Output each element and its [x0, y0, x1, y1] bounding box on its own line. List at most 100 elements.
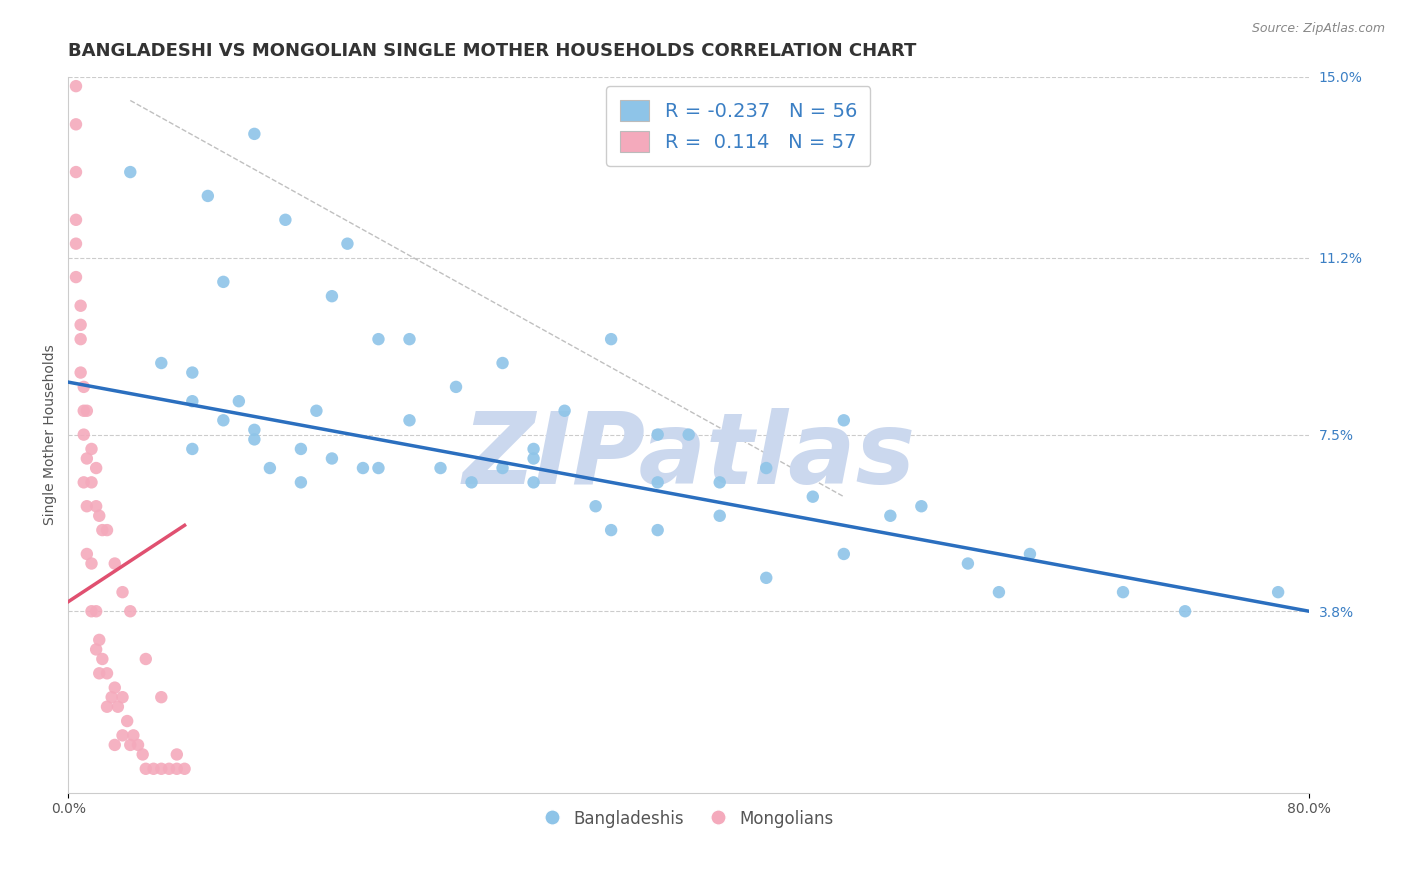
Point [173, 762, 195, 776]
Point [100, 690, 122, 705]
Point [181, 366, 204, 380]
Text: Source: ZipAtlas.com: Source: ZipAtlas.com [1251, 22, 1385, 36]
Point [80, 442, 103, 456]
Point [987, 585, 1010, 599]
Point [274, 212, 297, 227]
Point [69, 318, 91, 332]
Point [65, 79, 87, 94]
Point [1267, 585, 1289, 599]
Point [76, 500, 98, 514]
Point [142, 762, 165, 776]
Point [96, 523, 118, 537]
Point [460, 475, 482, 490]
Point [135, 762, 157, 776]
Point [135, 652, 157, 666]
Point [290, 442, 312, 456]
Point [336, 236, 359, 251]
Point [956, 557, 979, 571]
Point [585, 500, 607, 514]
Point [65, 236, 87, 251]
Point [69, 332, 91, 346]
Point [122, 728, 145, 742]
Point [429, 461, 451, 475]
Point [398, 413, 420, 427]
Point [84, 604, 107, 618]
Point [367, 461, 389, 475]
Point [69, 299, 91, 313]
Point [600, 332, 623, 346]
Point [1112, 585, 1135, 599]
Point [120, 604, 142, 618]
Point [647, 427, 669, 442]
Point [84, 500, 107, 514]
Point [69, 366, 91, 380]
Point [157, 762, 180, 776]
Point [104, 681, 127, 695]
Point [212, 275, 235, 289]
Point [150, 762, 173, 776]
Point [84, 642, 107, 657]
Point [150, 356, 173, 370]
Point [879, 508, 901, 523]
Point [181, 442, 204, 456]
Point [321, 289, 343, 303]
Point [398, 332, 420, 346]
Point [647, 475, 669, 490]
Point [65, 165, 87, 179]
Point [76, 547, 98, 561]
Point [96, 666, 118, 681]
Point [89, 632, 111, 647]
Point [80, 604, 103, 618]
Point [84, 461, 107, 475]
Point [491, 461, 513, 475]
Point [65, 117, 87, 131]
Point [65, 270, 87, 285]
Point [91, 523, 114, 537]
Point [104, 557, 127, 571]
Point [755, 571, 778, 585]
Point [115, 714, 138, 728]
Point [107, 699, 129, 714]
Point [259, 461, 281, 475]
Point [212, 413, 235, 427]
Y-axis label: Single Mother Households: Single Mother Households [44, 344, 58, 525]
Text: ZIPatlas: ZIPatlas [463, 408, 915, 505]
Point [73, 380, 96, 394]
Point [709, 475, 731, 490]
Point [73, 427, 96, 442]
Point [678, 427, 700, 442]
Point [166, 747, 188, 762]
Point [801, 490, 824, 504]
Point [755, 461, 778, 475]
Point [111, 690, 134, 705]
Point [150, 690, 173, 705]
Point [243, 433, 266, 447]
Point [523, 475, 546, 490]
Point [243, 423, 266, 437]
Point [1019, 547, 1042, 561]
Point [832, 547, 855, 561]
Point [910, 500, 932, 514]
Point [832, 413, 855, 427]
Point [181, 394, 204, 409]
Point [91, 652, 114, 666]
Point [127, 738, 149, 752]
Point [197, 189, 219, 203]
Point [491, 356, 513, 370]
Point [554, 403, 576, 417]
Point [166, 762, 188, 776]
Point [444, 380, 467, 394]
Point [523, 442, 546, 456]
Point [600, 523, 623, 537]
Point [80, 475, 103, 490]
Point [523, 451, 546, 466]
Point [76, 451, 98, 466]
Point [120, 738, 142, 752]
Point [321, 451, 343, 466]
Text: BANGLADESHI VS MONGOLIAN SINGLE MOTHER HOUSEHOLDS CORRELATION CHART: BANGLADESHI VS MONGOLIAN SINGLE MOTHER H… [69, 42, 917, 60]
Point [80, 557, 103, 571]
Point [352, 461, 374, 475]
Point [89, 508, 111, 523]
Point [104, 738, 127, 752]
Point [367, 332, 389, 346]
